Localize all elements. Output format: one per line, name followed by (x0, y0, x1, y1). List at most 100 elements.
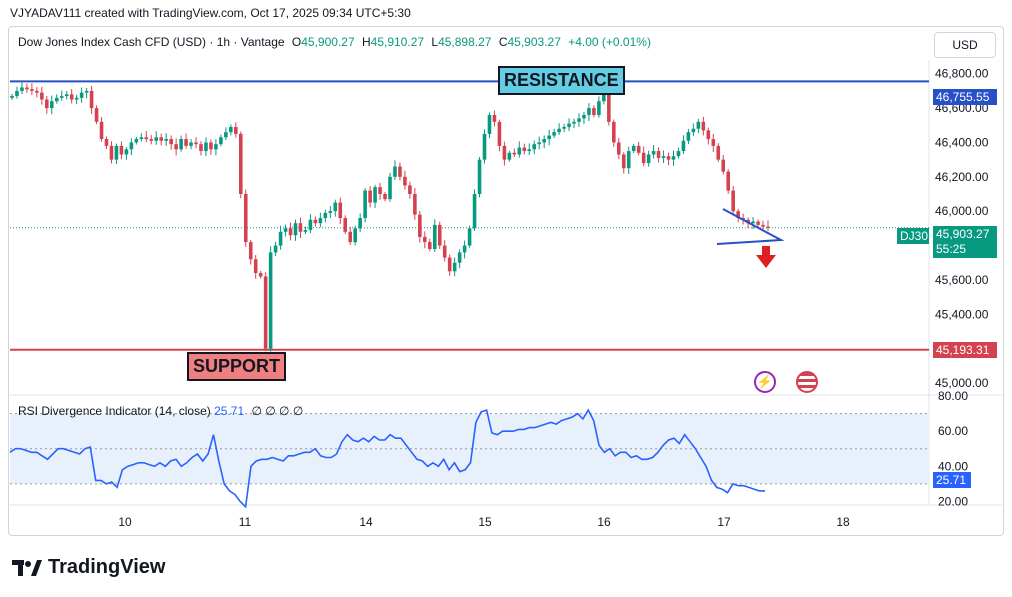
candle-body (413, 194, 417, 215)
candle-body (497, 121, 502, 146)
candle-body (666, 156, 671, 160)
candle-body (567, 123, 571, 127)
y-tick-label: 46,400.00 (935, 135, 989, 149)
candle-body (114, 145, 119, 160)
symbol-legend: Dow Jones Index Cash CFD (USD) · 1h · Va… (18, 35, 651, 49)
candle-body (353, 228, 357, 243)
candle-body (587, 108, 591, 115)
candle-body (681, 140, 686, 152)
candle-body (154, 137, 159, 141)
candle-body (492, 114, 497, 122)
candle-body (20, 87, 24, 91)
candle-body (243, 194, 248, 243)
candle-body (333, 202, 338, 212)
close-label: C (498, 35, 508, 49)
candle-body (482, 133, 487, 160)
candle-body (293, 223, 298, 236)
candle-body (676, 151, 681, 157)
candle-body (736, 211, 740, 219)
candle-body (602, 90, 606, 102)
candle-body (612, 121, 616, 143)
candle-body (89, 90, 94, 109)
candle-body (477, 159, 482, 194)
support-price-tag: 45,193.31 (933, 342, 997, 358)
candle-body (40, 92, 44, 100)
x-tick-label: 17 (717, 515, 731, 529)
x-tick-label: 14 (359, 515, 373, 529)
candle-body (542, 139, 546, 143)
candle-body (641, 152, 646, 164)
y-tick-label: 45,400.00 (935, 307, 989, 321)
candle-body (263, 276, 268, 349)
candle-body (99, 121, 104, 140)
candle-body (502, 145, 507, 160)
tradingview-logo-icon (12, 559, 42, 576)
candle-body (273, 245, 278, 253)
candle-body (149, 139, 154, 141)
candle-body (229, 127, 233, 133)
candle-body (378, 187, 382, 194)
candle-body (442, 245, 447, 258)
y-tick-label: 46,000.00 (935, 204, 989, 218)
countdown-value: 55:25 (936, 242, 967, 256)
currency-button[interactable]: USD (934, 32, 996, 58)
candle-body (204, 142, 208, 152)
support-label: SUPPORT (187, 352, 287, 381)
candle-body (462, 245, 467, 253)
candle-body (447, 257, 452, 272)
candle-body (393, 166, 397, 177)
x-tick-label: 18 (836, 515, 850, 529)
candle-body (403, 176, 407, 186)
candle-body (169, 139, 173, 145)
y-tick-label: 46,800.00 (935, 67, 989, 81)
rsi-series (9, 408, 765, 509)
candle-body (10, 96, 14, 98)
candle-body (726, 171, 731, 191)
candle-body (616, 142, 621, 155)
candle-body (179, 139, 183, 150)
rsi-line (9, 408, 765, 509)
candle-body (54, 97, 59, 102)
candle-body (507, 152, 512, 160)
brand-name: TradingView (48, 556, 166, 578)
resistance-label: RESISTANCE (498, 66, 625, 95)
candle-body (49, 101, 54, 109)
candle-body (258, 273, 263, 277)
rsi-legend: RSI Divergence Indicator (14, close) 25.… (18, 404, 303, 418)
candle-body (129, 142, 134, 150)
candle-body (69, 94, 74, 100)
candle-body (194, 142, 198, 145)
candle-body (557, 128, 561, 133)
candle-body (238, 133, 243, 194)
candle-body (224, 132, 228, 138)
rsi-value: 25.71 (214, 404, 245, 418)
candle-body (343, 218, 348, 232)
symbol-title: Dow Jones Index Cash CFD (USD) · 1h · Va… (18, 35, 285, 49)
candle-body (731, 190, 735, 212)
rsi-title: RSI Divergence Indicator (14, close) (18, 404, 211, 418)
candle-body (45, 99, 49, 109)
axes-group: 10 11 14 15 16 17 1846,800.0046,600.0046,400.0… (118, 67, 988, 529)
candle-body (572, 121, 576, 124)
candle-body (15, 90, 19, 97)
y-tick-label: 46,200.00 (935, 170, 989, 184)
last-price-value: 45,903.27 (936, 227, 990, 241)
candle-body (686, 132, 691, 141)
x-tick-label: 10 (118, 515, 132, 529)
candle-body (134, 139, 139, 143)
candle-body (35, 90, 39, 93)
rsi-y-tick-label: 20.00 (938, 494, 968, 508)
candle-body (303, 230, 308, 232)
candle-body (552, 132, 556, 136)
chart-credit: VJYADAV111 created with TradingView.com,… (10, 6, 411, 20)
candle-body (268, 252, 273, 349)
flash-icon[interactable]: ⚡ (754, 371, 776, 393)
high-value: 45,910.27 (370, 35, 425, 49)
us-flag-icon[interactable] (796, 371, 818, 393)
candle-body (766, 226, 770, 228)
candle-body (671, 156, 676, 160)
candle-body (209, 142, 213, 150)
open-value: 45,900.27 (301, 35, 355, 49)
candle-body (348, 231, 353, 243)
